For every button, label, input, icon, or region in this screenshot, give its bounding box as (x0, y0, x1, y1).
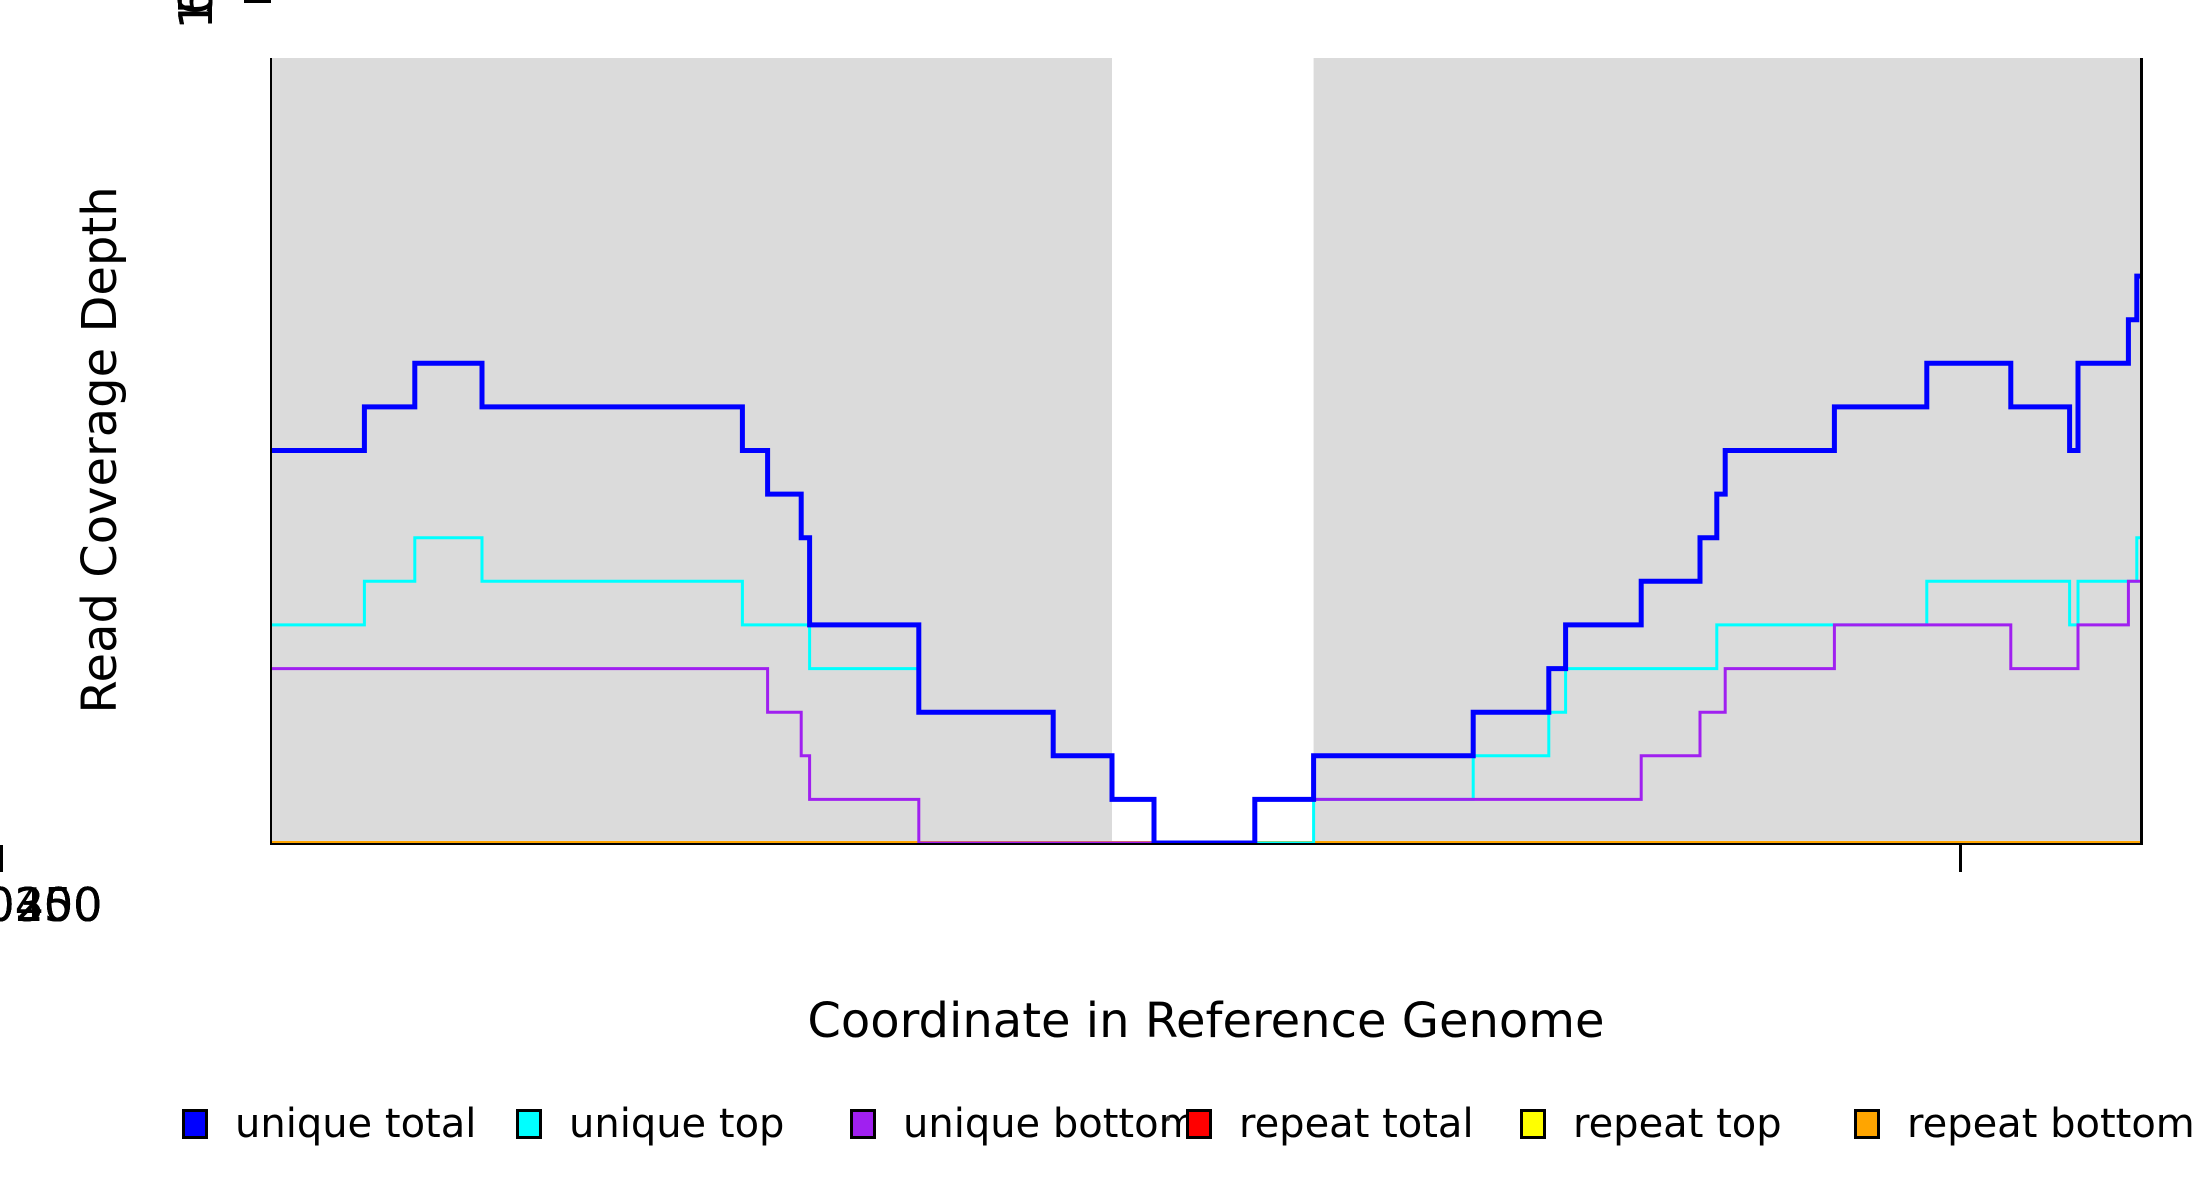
legend-label: unique bottom (903, 1101, 1198, 1147)
legend-item-repeat-total: repeat total (1186, 1098, 1474, 1150)
legend-item-unique-bottom: unique bottom (850, 1098, 1198, 1150)
legend-label: repeat total (1239, 1101, 1474, 1147)
coverage-plot-svg (272, 58, 2141, 843)
y-axis-title: Read Coverage Depth (72, 186, 128, 714)
legend-label: repeat bottom (1907, 1101, 2195, 1147)
y-tick-mark (244, 0, 271, 3)
x-tick-mark (0, 845, 3, 872)
legend-label: repeat top (1573, 1101, 1782, 1147)
x-tick-mark (1959, 845, 1962, 872)
x-tick-label: 3020300 (0, 878, 103, 932)
legend-item-repeat-top: repeat top (1520, 1098, 1782, 1150)
repeat-top-swatch-icon (1520, 1109, 1546, 1139)
plot-frame-right (2140, 58, 2143, 844)
y-tick-label: 15 (169, 0, 223, 30)
unique-bottom-swatch-icon (850, 1109, 876, 1139)
unique-top-swatch-icon (516, 1109, 542, 1139)
repeat-total-swatch-icon (1186, 1109, 1212, 1139)
plot-frame-left (270, 58, 272, 844)
stray-dot (1166, 1116, 1170, 1121)
x-tick-label: 3020400 (0, 878, 103, 932)
legend-item-repeat-bottom: repeat bottom (1854, 1098, 2195, 1150)
plot-area (272, 58, 2141, 843)
legend: unique total unique top unique bottom re… (0, 1098, 2200, 1158)
x-tick-label: 3020200 (0, 878, 103, 932)
unique-total-swatch-icon (182, 1109, 208, 1139)
x-axis-title: Coordinate in Reference Genome (807, 993, 1605, 1049)
legend-item-unique-total: unique total (182, 1098, 476, 1150)
legend-label: unique top (569, 1101, 785, 1147)
repeat-bottom-swatch-icon (1854, 1109, 1880, 1139)
x-tick-label: 3020350 (0, 878, 103, 932)
x-tick-label: 3020250 (0, 878, 103, 932)
legend-item-unique-top: unique top (516, 1098, 784, 1150)
x-axis-line (270, 843, 2143, 845)
legend-label: unique total (235, 1101, 477, 1147)
